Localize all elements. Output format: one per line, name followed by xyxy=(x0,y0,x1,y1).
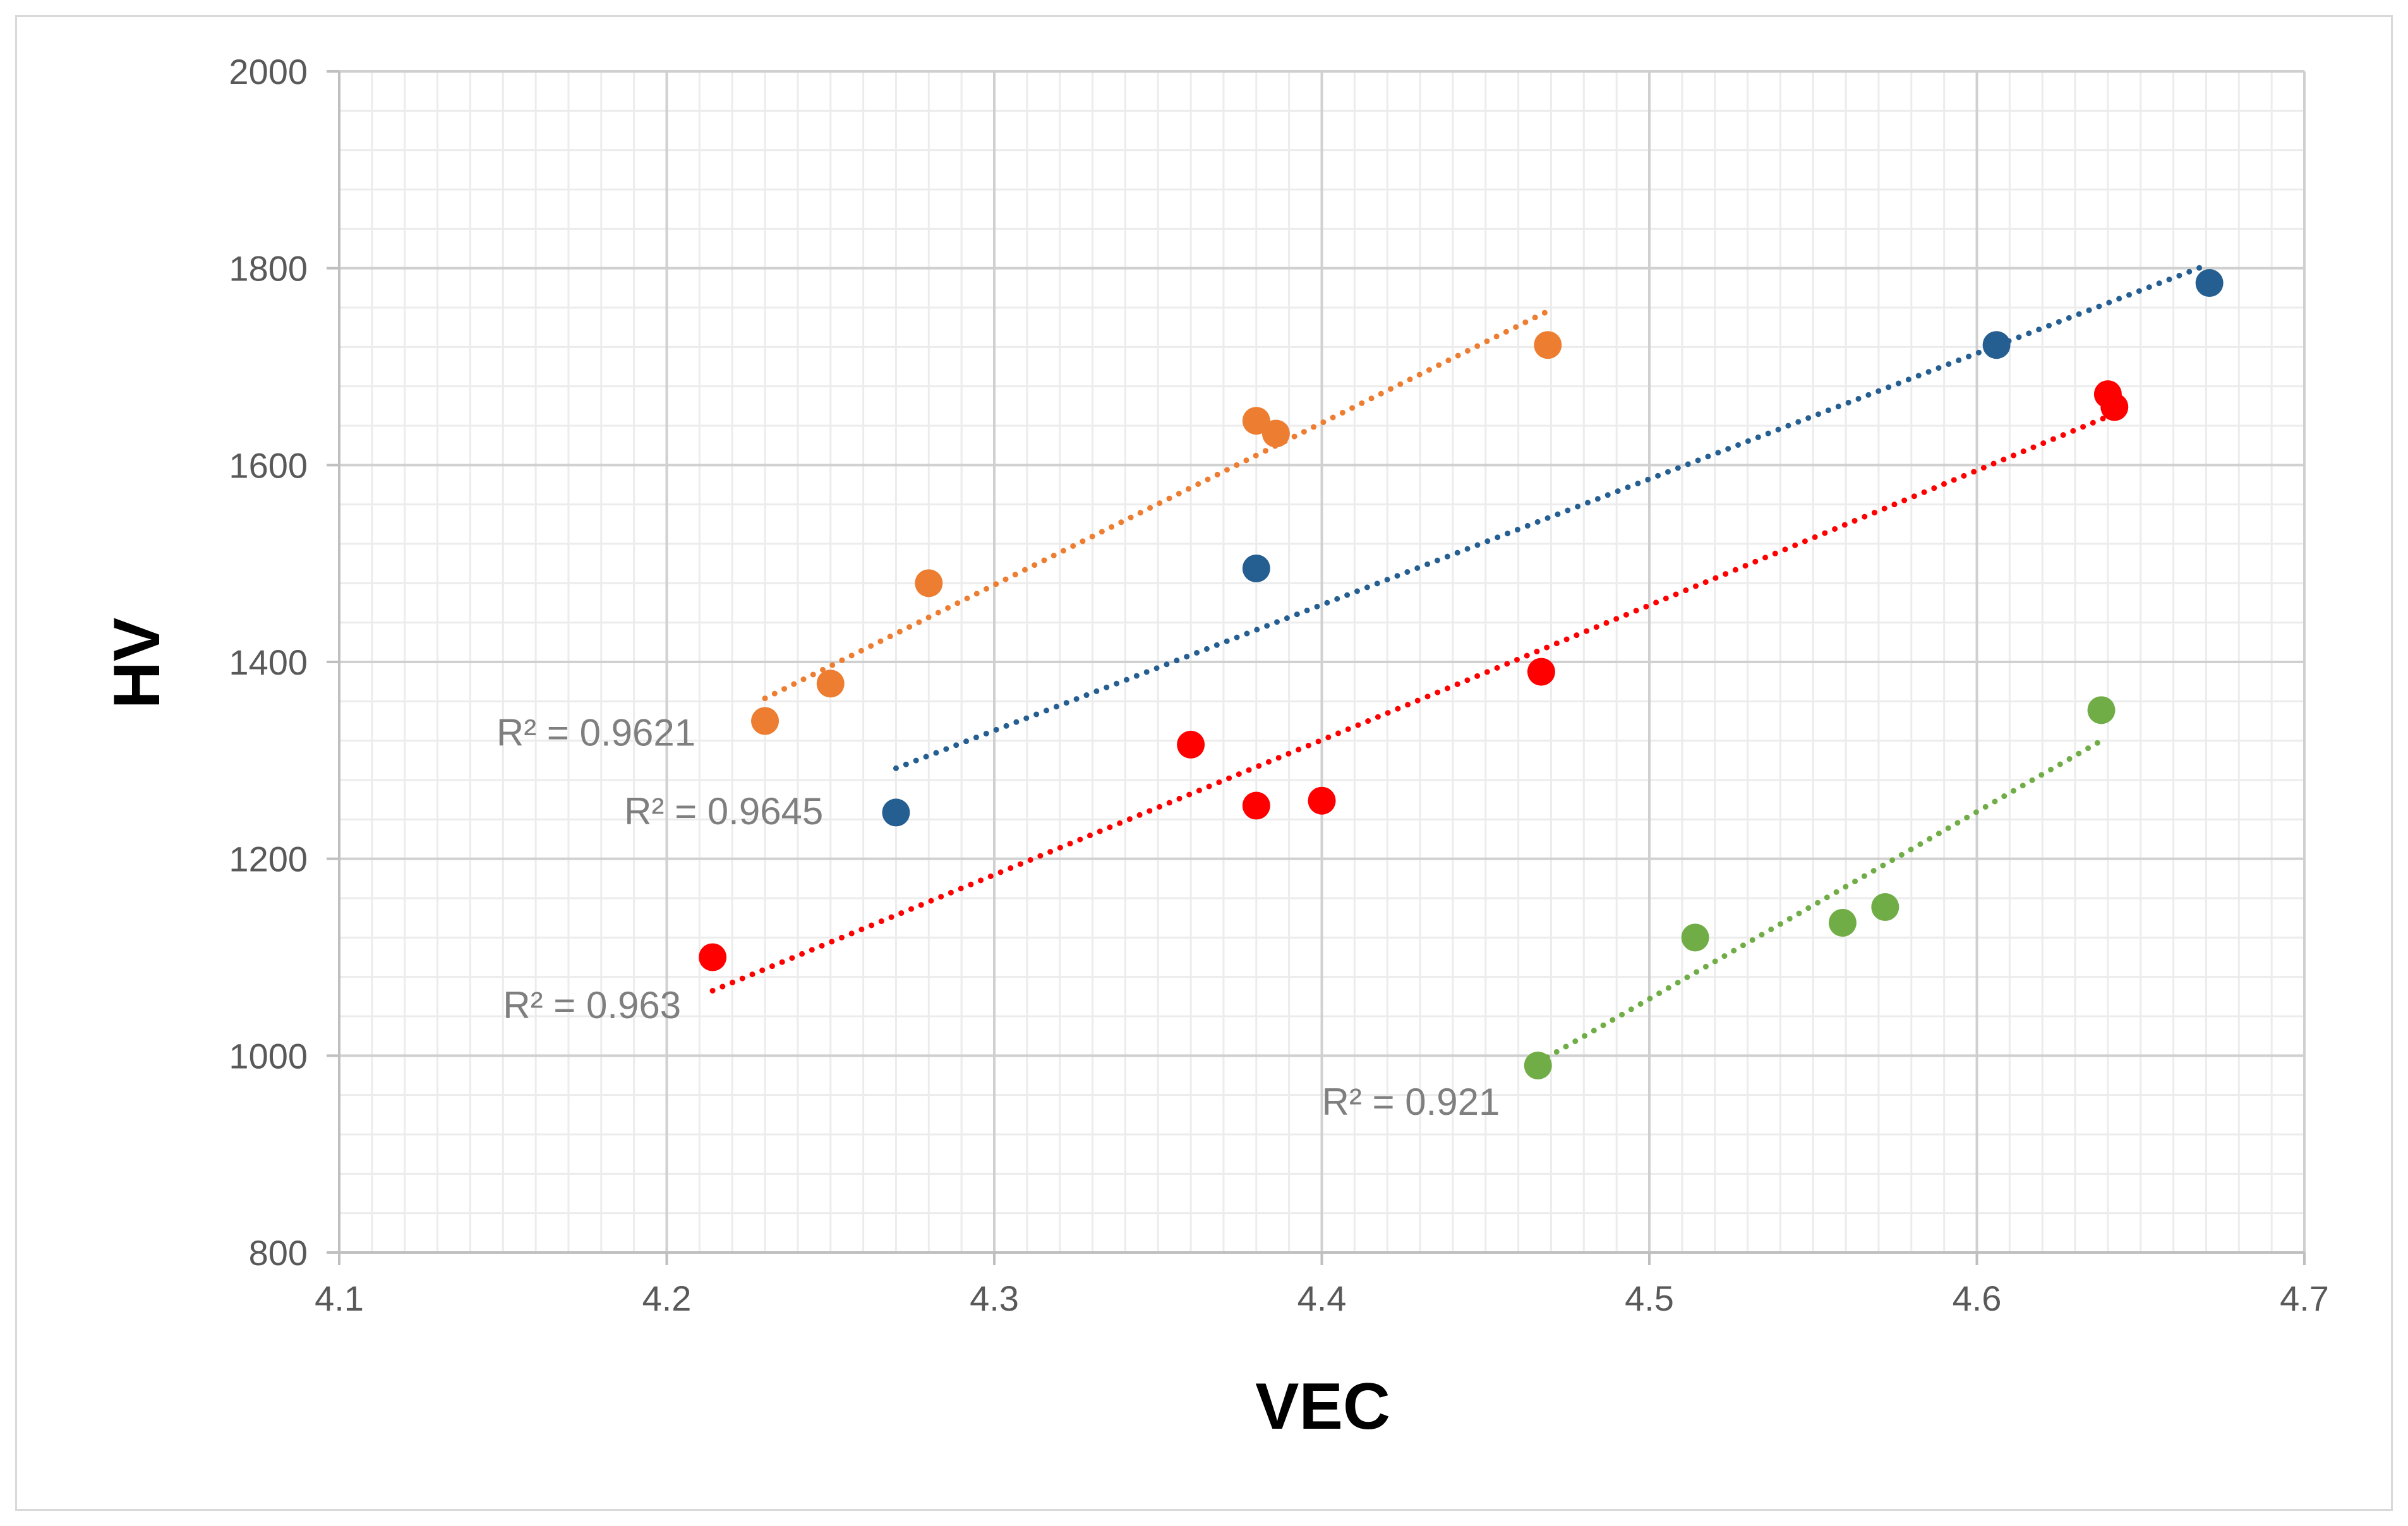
r2-label-orange: R² = 0.9621 xyxy=(497,711,695,754)
data-point-green xyxy=(1871,893,1899,922)
y-tick-label: 1600 xyxy=(229,445,308,485)
data-point-orange xyxy=(1534,331,1562,359)
data-point-blue xyxy=(2195,269,2224,297)
data-point-orange xyxy=(1242,407,1270,435)
data-point-green xyxy=(2087,696,2116,724)
x-tick-labels: 4.1 4.2 4.3 4.4 4.5 4.6 4.7 xyxy=(315,1278,2329,1318)
x-tick-label: 4.6 xyxy=(1953,1278,2002,1318)
data-point-red xyxy=(1308,786,1336,815)
x-axis-title: VEC xyxy=(1255,1370,1390,1443)
y-tick-label: 800 xyxy=(249,1233,308,1273)
y-axis-title: HV xyxy=(100,618,174,709)
y-tick-label: 1400 xyxy=(229,642,308,682)
data-point-blue xyxy=(1242,554,1270,582)
data-point-green xyxy=(1524,1051,1552,1079)
axes xyxy=(327,70,2306,1265)
x-tick-label: 4.2 xyxy=(642,1278,692,1318)
data-point-red xyxy=(1177,730,1205,759)
major-gridlines xyxy=(339,70,2306,1253)
x-tick-label: 4.1 xyxy=(315,1278,364,1318)
y-tick-label: 1200 xyxy=(229,839,308,879)
x-tick-label: 4.7 xyxy=(2280,1278,2329,1318)
r2-label-green: R² = 0.921 xyxy=(1322,1081,1500,1123)
data-point-red xyxy=(1242,791,1270,820)
trendline-green xyxy=(1535,738,2105,1066)
data-point-red xyxy=(1527,658,1555,686)
r2-label-red: R² = 0.963 xyxy=(503,984,681,1026)
x-tick-label: 4.3 xyxy=(970,1278,1019,1318)
data-point-orange xyxy=(751,707,780,735)
y-tick-labels: 800 1000 1200 1400 1600 1800 2000 xyxy=(229,52,308,1273)
data-point-red xyxy=(2100,393,2129,421)
data-point-green xyxy=(1828,908,1857,937)
data-point-orange xyxy=(1261,419,1290,448)
trendlines xyxy=(709,262,2209,1066)
data-point-blue xyxy=(1982,331,2011,359)
y-tick-label: 1000 xyxy=(229,1036,308,1076)
data-point-orange xyxy=(915,569,943,598)
data-point-green xyxy=(1681,923,1709,952)
data-point-orange xyxy=(816,670,845,698)
trendline-orange xyxy=(762,306,1554,702)
y-tick-label: 2000 xyxy=(229,52,308,92)
trendline-red xyxy=(709,411,2117,994)
x-tick-label: 4.4 xyxy=(1297,1278,1347,1318)
chart-frame xyxy=(15,15,2393,1511)
x-tick-label: 4.5 xyxy=(1625,1278,1674,1318)
data-points xyxy=(699,269,2224,1079)
y-tick-label: 1800 xyxy=(229,249,308,289)
r2-labels: R² = 0.9621 R² = 0.9645 R² = 0.963 R² = 0.9… xyxy=(497,711,1500,1122)
data-point-blue xyxy=(882,798,910,827)
r2-label-blue: R² = 0.9645 xyxy=(624,790,823,832)
data-point-red xyxy=(699,943,727,971)
